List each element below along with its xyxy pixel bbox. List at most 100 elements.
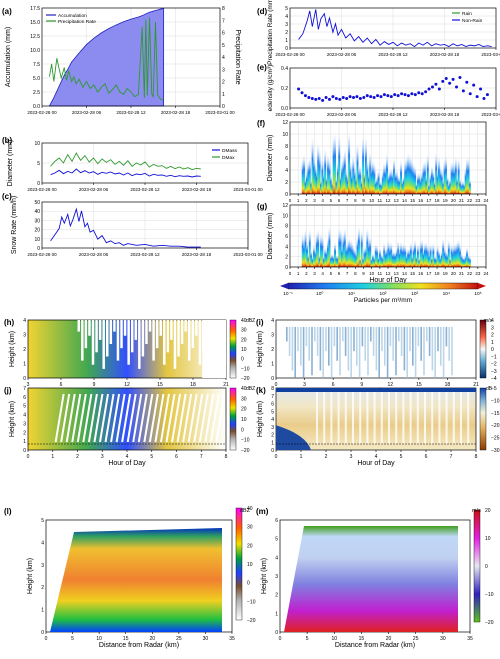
density-point: [369, 95, 373, 99]
psd-column: [345, 243, 348, 267]
c-ytick-label: 40: [34, 209, 40, 215]
density-point: [355, 95, 359, 99]
psd-column: [447, 182, 450, 194]
h-echo-gap: [187, 320, 191, 361]
l-ytick-label: 4: [41, 540, 44, 546]
i-cbar-tick: −4: [491, 376, 497, 382]
psd-column: [398, 247, 401, 267]
psd-column: [421, 238, 424, 267]
b-ytick-label: 5: [37, 161, 40, 167]
a-ytick-label: 2.5: [33, 90, 40, 96]
a-ytick-label: 0: [222, 104, 225, 110]
g-xtick-label: 1: [297, 271, 300, 276]
j-xtick-label: 0: [27, 454, 30, 460]
panel-letter-g: (g): [257, 202, 268, 211]
l-unit-label: dBZ: [240, 508, 251, 514]
h-xtick-label: 21: [223, 382, 229, 388]
a-ytick-label: 8: [222, 6, 225, 12]
psd-column: [373, 255, 376, 267]
m-cbar-tick: 0: [485, 564, 488, 570]
f-xtick-label: 7: [346, 198, 349, 203]
h-echo-gap: [95, 320, 98, 353]
j-scan-gap: [209, 393, 220, 443]
psd-column: [369, 150, 372, 194]
psd-column: [301, 232, 304, 267]
h-echo-gap: [120, 320, 123, 349]
j-xlabel: Hour of Day: [108, 460, 146, 467]
h-echo-gap: [98, 320, 102, 340]
psd-column: [460, 181, 463, 194]
j-ytick-label: 5: [23, 404, 26, 410]
psd-column: [341, 244, 344, 267]
i-velocity-streak: [294, 326, 296, 378]
psd-column: [440, 249, 443, 267]
psd-column: [348, 236, 351, 267]
a-ytick-label: 1: [222, 92, 225, 98]
a-xtick-label: 2023-03-01 00: [205, 110, 235, 115]
psd-column: [359, 257, 362, 267]
density-point: [424, 90, 428, 94]
j-ylabel: Height (km): [9, 401, 16, 437]
psd-column: [433, 255, 436, 267]
psd-column: [359, 164, 362, 194]
k-xtick-label: 5: [400, 454, 403, 460]
i-velocity-streak: [339, 326, 341, 376]
i-velocity-streak: [350, 326, 352, 378]
i-velocity-streak: [342, 326, 344, 342]
d-xtick-label: 2023-02-28 18: [430, 52, 460, 57]
psd-column: [315, 230, 318, 267]
i-velocity-streak: [291, 326, 294, 371]
psd-column: [324, 246, 327, 267]
psd-column: [404, 158, 407, 194]
panel-letter-a: (a): [2, 7, 12, 16]
density-point: [393, 93, 397, 97]
psd-column: [450, 242, 453, 267]
psd-column: [321, 156, 324, 194]
psd-column: [405, 253, 408, 267]
psd-column: [426, 244, 429, 267]
h-echo-gap: [138, 320, 141, 369]
i-velocity-streak: [305, 326, 308, 347]
j-xtick-label: 1: [51, 454, 54, 460]
psd-column: [400, 240, 403, 267]
j-colorbar: [229, 387, 237, 451]
g-xtick-label: 7: [346, 271, 349, 276]
m-xtick-label: 20: [386, 636, 392, 642]
panel-letter-c: (c): [2, 192, 12, 201]
a-ytick-label: 0.0: [33, 104, 40, 110]
density-point: [314, 97, 318, 101]
density-point: [444, 76, 448, 80]
psd-colorbar-tick: 10¹: [348, 291, 355, 297]
f-xtick-label: 0: [289, 198, 292, 203]
j-scan-gap: [182, 393, 193, 443]
g-xtick-label: 16: [418, 271, 424, 276]
j-cbar-tick: 0: [241, 427, 244, 433]
j-scan-gap: [121, 393, 132, 443]
i-xtick-label: 12: [388, 382, 394, 388]
psd-column: [402, 174, 405, 194]
psd-colorbar-tick: 10³: [411, 291, 418, 297]
j-xtick-label: 6: [175, 454, 178, 460]
i-cbar-tick: 1: [491, 340, 494, 346]
psd-column: [386, 246, 388, 267]
psd-column: [394, 251, 397, 267]
f-xtick-label: 15: [410, 198, 416, 203]
d-ytick-label: 2: [285, 30, 288, 36]
j-ytick-label: 4: [23, 413, 26, 419]
k-colorbar: [479, 387, 487, 451]
psd-column: [464, 165, 467, 194]
psd-column: [445, 250, 447, 267]
m-ylabel: Height (km): [261, 558, 268, 594]
j-scan-gap: [132, 393, 143, 443]
g-xtick-label: 9: [362, 271, 365, 276]
j-scan-gap: [99, 393, 109, 443]
psd-column: [364, 135, 367, 194]
i-cbar-tick: −3: [491, 369, 497, 375]
h-echo-gap: [91, 320, 95, 365]
panel-letter-j: (j): [4, 386, 12, 395]
psd-column: [391, 168, 394, 194]
psd-column: [415, 254, 418, 267]
i-velocity-streak: [311, 326, 313, 376]
density-point: [389, 95, 393, 99]
j-xtick-label: 5: [150, 454, 153, 460]
